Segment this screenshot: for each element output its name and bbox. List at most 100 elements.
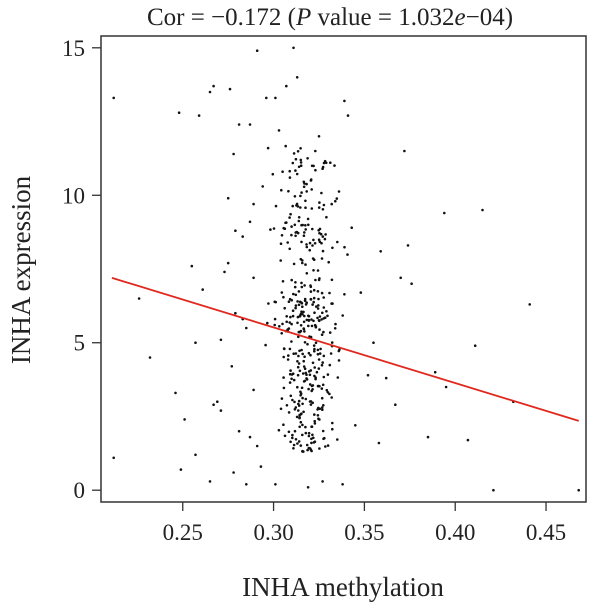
data-point (297, 362, 301, 365)
data-point (194, 453, 197, 457)
data-point (312, 269, 315, 272)
data-point (313, 422, 317, 425)
data-point (299, 413, 303, 416)
data-point (309, 179, 313, 182)
data-point (269, 228, 272, 231)
title-exp-e: e (455, 4, 466, 31)
data-point (312, 436, 315, 440)
data-point (330, 278, 334, 282)
data-point (248, 220, 252, 224)
data-point (307, 431, 311, 435)
data-point (291, 372, 295, 376)
data-point (303, 330, 306, 333)
data-point (297, 409, 300, 412)
data-point (321, 311, 324, 315)
data-point (301, 433, 304, 437)
data-point (299, 194, 302, 198)
data-point (296, 373, 300, 377)
data-point (288, 169, 292, 173)
data-point (297, 303, 301, 307)
data-point (309, 369, 313, 372)
data-point (325, 215, 328, 219)
data-point (306, 486, 310, 489)
data-point (337, 190, 341, 193)
data-point (306, 342, 309, 346)
data-point (311, 361, 315, 365)
data-point (331, 427, 334, 431)
data-point (321, 361, 325, 364)
data-point (290, 340, 293, 343)
data-point (304, 228, 308, 231)
data-point (290, 377, 293, 381)
data-point (289, 369, 292, 372)
data-point (290, 278, 294, 282)
data-point (300, 240, 303, 244)
data-point (314, 341, 318, 345)
data-point (331, 302, 334, 305)
data-point (259, 465, 263, 468)
data-point (302, 327, 306, 331)
data-point (267, 302, 270, 305)
data-point (299, 206, 302, 209)
data-point (274, 300, 278, 304)
data-point (317, 238, 321, 241)
data-point (293, 223, 297, 227)
data-point (292, 352, 296, 356)
data-point (286, 241, 290, 244)
data-point (316, 316, 319, 320)
data-point (302, 310, 305, 314)
data-point (341, 483, 344, 486)
data-point (289, 440, 292, 444)
data-point (248, 435, 252, 439)
data-point (307, 314, 311, 318)
data-point (317, 206, 321, 209)
data-point (273, 317, 277, 321)
data-point (279, 242, 283, 245)
data-point (302, 380, 306, 383)
data-point (230, 365, 234, 368)
data-point (326, 391, 330, 394)
data-point (294, 157, 298, 161)
data-point (318, 240, 322, 244)
data-point (410, 282, 413, 286)
data-point (323, 237, 327, 241)
data-point (293, 285, 297, 289)
data-point (297, 216, 301, 219)
data-point (325, 310, 328, 313)
data-point (197, 114, 201, 117)
data-point (300, 348, 303, 352)
data-point (312, 300, 316, 304)
data-point (284, 221, 287, 225)
data-point (309, 297, 313, 301)
data-point (473, 344, 477, 348)
data-point (366, 373, 370, 377)
data-point (313, 413, 316, 416)
data-point (301, 352, 305, 356)
data-point (334, 199, 337, 203)
data-point (289, 212, 292, 216)
data-point (255, 444, 259, 448)
data-point (296, 150, 300, 153)
data-point (312, 164, 315, 168)
data-point (282, 295, 285, 299)
data-point (299, 147, 302, 150)
x-tick-label: 0.35 (344, 520, 384, 545)
data-point (309, 290, 313, 293)
data-point (208, 90, 212, 94)
data-point (292, 447, 295, 450)
data-point (112, 96, 115, 100)
data-point (286, 328, 290, 331)
x-axis-title: INHA methylation (242, 572, 444, 602)
data-point (336, 376, 340, 379)
data-point (291, 436, 294, 440)
data-point (301, 423, 304, 427)
data-point (346, 114, 350, 117)
data-point (301, 305, 304, 309)
data-point (336, 438, 339, 441)
data-point (481, 208, 484, 212)
data-point (320, 387, 324, 390)
data-point (245, 326, 248, 330)
data-point (403, 149, 406, 153)
data-point (313, 349, 316, 353)
data-point (304, 263, 307, 266)
